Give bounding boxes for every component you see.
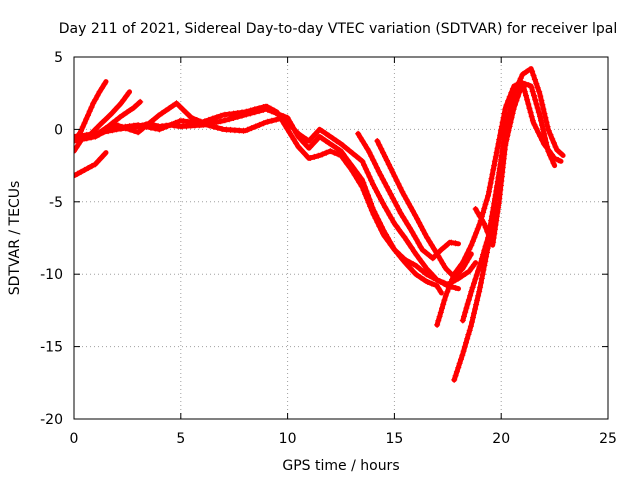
x-tick-label: 15 <box>385 431 403 447</box>
y-tick-label: 5 <box>54 50 63 66</box>
series-band <box>374 138 474 280</box>
plot-frame <box>73 56 609 420</box>
x-tick-label: 20 <box>492 431 510 447</box>
x-tick-label: 10 <box>279 431 297 447</box>
x-axis-label: GPS time / hours <box>282 458 399 474</box>
series-band <box>74 100 461 292</box>
series-markers <box>374 138 474 280</box>
x-tick-label: 0 <box>70 431 79 447</box>
y-tick-label: 0 <box>54 122 63 138</box>
series-markers <box>113 115 477 288</box>
chart-title: Day 211 of 2021, Sidereal Day-to-day VTE… <box>59 21 617 37</box>
series-markers <box>74 89 132 155</box>
series-track-4 <box>74 150 109 179</box>
y-axis-label: SDTVAR / TECUs <box>7 181 23 296</box>
data-series <box>74 66 566 383</box>
series-track-2 <box>74 89 132 155</box>
series-track-10 <box>434 80 564 328</box>
y-tick-label: -20 <box>40 412 63 428</box>
series-markers <box>472 103 517 247</box>
series-markers <box>355 130 459 262</box>
x-tick-label: 25 <box>599 431 617 447</box>
series-band <box>74 106 444 296</box>
y-tick-label: -10 <box>40 267 63 283</box>
series-track-13 <box>472 100 517 248</box>
y-tick-label: -15 <box>40 340 63 356</box>
x-tick-label: 5 <box>176 431 185 447</box>
series-track-8 <box>355 130 461 262</box>
series-track-9 <box>374 138 474 280</box>
series-markers <box>459 66 564 324</box>
axis-ticks: 0 5 10 15 20 25 5 0 -5 -10 -15 -20 <box>40 50 617 447</box>
y-tick-label: -5 <box>49 195 63 211</box>
series-markers <box>74 151 108 179</box>
series-track-7 <box>113 115 479 288</box>
series-markers <box>74 106 444 295</box>
series-track-5 <box>74 106 444 296</box>
